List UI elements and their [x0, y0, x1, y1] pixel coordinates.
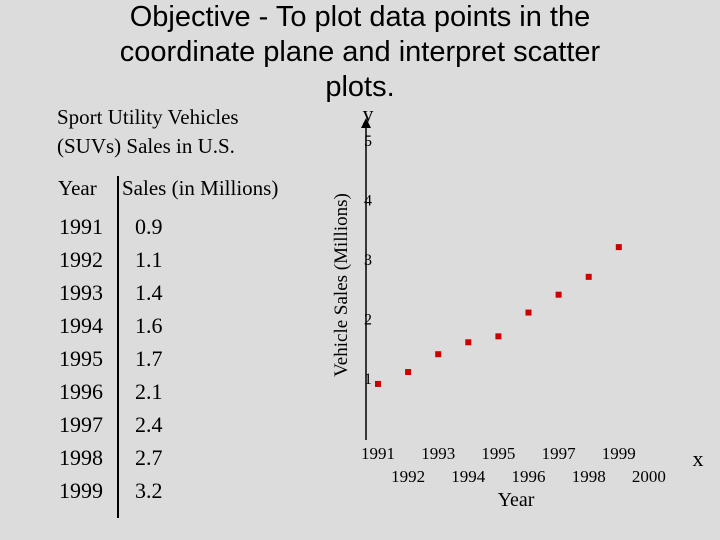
y-tick-label: 4: [364, 193, 372, 210]
objective-heading: Objective - To plot data points in the c…: [60, 0, 660, 105]
table-cell-year: 1995: [59, 346, 103, 371]
x-tick-label: 1997: [542, 444, 577, 463]
table-title: Sport Utility Vehicles (SUVs) Sales in U…: [57, 103, 239, 161]
data-point: [615, 244, 622, 251]
table-cell-year: 1998: [59, 445, 103, 470]
data-point: [525, 309, 532, 316]
objective-line-3: plots.: [325, 71, 395, 103]
data-point: [585, 273, 592, 280]
objective-line-1: Objective - To plot data points in the: [129, 1, 591, 33]
table-cell-year: 1992: [59, 247, 103, 272]
x-axis-letter: x: [693, 446, 704, 471]
data-point: [435, 351, 442, 358]
data-point: [405, 369, 412, 376]
x-tick-label: 1993: [421, 444, 455, 463]
objective-line-2: coordinate plane and interpret scatter: [119, 36, 601, 68]
y-axis-letter: y: [363, 101, 374, 126]
y-tick-label: 2: [364, 312, 372, 329]
data-point: [495, 333, 502, 340]
table-cell-sales: 2.1: [135, 379, 163, 404]
x-tick-label: 1996: [512, 467, 546, 486]
table-cell-sales: 1.1: [135, 247, 163, 272]
table-cell-year: 1997: [59, 412, 103, 437]
table-header-sales: Sales (in Millions): [122, 176, 279, 200]
x-tick-label: 2000: [632, 467, 666, 486]
table-header-year: Year: [58, 176, 97, 200]
table-cell-sales: 0.9: [135, 214, 163, 239]
table-cell-sales: 1.7: [135, 346, 163, 371]
table-cell-sales: 1.4: [135, 280, 163, 305]
table-cell-sales: 1.6: [135, 313, 163, 338]
x-tick-label: 1995: [481, 444, 515, 463]
x-axis-label: Year: [498, 489, 535, 511]
y-axis-arrowhead: [361, 118, 371, 128]
table-divider: [117, 176, 119, 518]
y-tick-label: 5: [364, 133, 372, 150]
table-title-line-1: Sport Utility Vehicles: [57, 105, 239, 129]
table-cell-year: 1994: [59, 313, 103, 338]
table-cell-sales: 3.2: [135, 478, 163, 503]
table-cell-year: 1996: [59, 379, 103, 404]
y-tick-label: 3: [364, 252, 372, 269]
table-cell-sales: 2.7: [135, 445, 163, 470]
x-tick-label: 1998: [572, 467, 606, 486]
y-tick-label: 1: [364, 371, 372, 388]
table-title-line-2: (SUVs) Sales in U.S.: [57, 134, 235, 158]
x-tick-label: 1999: [602, 444, 636, 463]
x-tick-label: 1991: [361, 444, 395, 463]
table-cell-year: 1991: [59, 214, 103, 239]
table-cell-year: 1999: [59, 478, 103, 503]
data-point: [375, 380, 381, 387]
data-point: [465, 339, 472, 346]
data-point: [555, 291, 562, 298]
y-axis-label: Vehicle Sales (Millions): [331, 193, 352, 377]
x-tick-label: 1994: [451, 467, 486, 486]
table-cell-year: 1993: [59, 280, 103, 305]
table-cell-sales: 2.4: [135, 412, 163, 437]
x-tick-label: 1992: [391, 467, 425, 486]
